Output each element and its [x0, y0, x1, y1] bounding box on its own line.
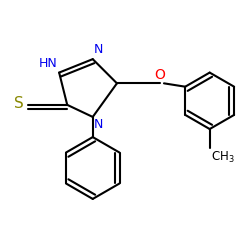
Text: N: N — [94, 44, 104, 57]
Text: HN: HN — [39, 57, 58, 70]
Text: N: N — [94, 118, 104, 131]
Text: S: S — [14, 96, 24, 111]
Text: CH$_3$: CH$_3$ — [211, 150, 235, 165]
Text: O: O — [154, 68, 166, 82]
